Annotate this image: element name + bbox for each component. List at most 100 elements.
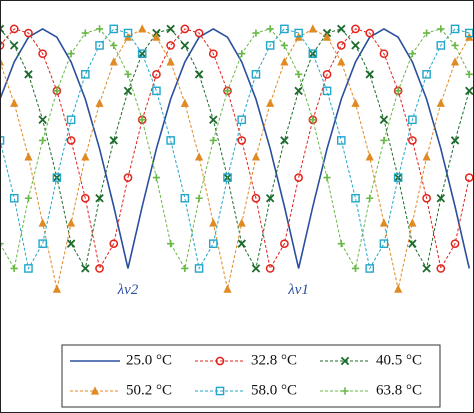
marker [380, 136, 388, 145]
marker [436, 264, 446, 273]
marker [394, 87, 402, 95]
annotation: λv1 [287, 282, 309, 298]
marker [408, 136, 417, 145]
marker [0, 240, 4, 248]
marker [181, 264, 189, 273]
marker [379, 115, 389, 125]
marker [223, 173, 232, 182]
marker [340, 356, 350, 366]
marker [90, 386, 100, 395]
marker [351, 193, 360, 203]
marker [67, 50, 75, 58]
marker [280, 24, 289, 34]
marker [237, 239, 246, 248]
marker [95, 41, 104, 50]
marker [422, 70, 431, 79]
marker [322, 69, 332, 79]
marker [408, 239, 417, 248]
marker [24, 194, 33, 202]
marker [294, 173, 303, 182]
marker [365, 70, 374, 79]
legend-label: 58.0 °C [251, 382, 297, 398]
marker [422, 264, 431, 273]
marker [95, 194, 104, 203]
marker [450, 24, 460, 34]
marker [436, 41, 446, 50]
marker [450, 239, 460, 249]
marker [336, 41, 346, 50]
marker [166, 57, 175, 66]
marker [0, 24, 5, 34]
marker [123, 86, 133, 96]
marker [309, 116, 317, 124]
marker [265, 41, 275, 50]
series-line [0, 28, 470, 290]
marker [209, 218, 218, 227]
marker [194, 152, 204, 161]
marker [66, 239, 76, 248]
marker [81, 264, 90, 273]
marker [152, 69, 161, 79]
marker [38, 239, 47, 248]
marker [450, 57, 460, 66]
marker [280, 41, 288, 50]
marker [451, 41, 459, 50]
marker [394, 284, 403, 293]
marker [80, 193, 90, 203]
marker [124, 70, 132, 78]
marker [53, 87, 61, 95]
marker [209, 115, 218, 125]
marker [52, 173, 62, 182]
series-line [0, 28, 470, 270]
marker [38, 49, 48, 59]
marker [436, 98, 445, 107]
marker [167, 240, 175, 248]
marker [423, 29, 431, 37]
marker [194, 28, 204, 38]
legend-label: 25.0 °C [126, 352, 172, 368]
legend-box [61, 344, 441, 408]
marker [208, 239, 218, 248]
marker [180, 98, 189, 107]
marker [365, 28, 375, 38]
marker [152, 86, 161, 96]
marker [294, 28, 303, 38]
marker [379, 49, 389, 59]
marker [194, 264, 204, 273]
marker [110, 41, 118, 50]
marker [266, 98, 275, 107]
marker [9, 41, 19, 50]
marker [251, 193, 261, 203]
marker [351, 24, 360, 34]
annotation: λv2 [117, 282, 139, 298]
marker [166, 136, 175, 145]
marker [237, 136, 247, 145]
marker [422, 193, 431, 203]
marker [351, 98, 360, 107]
marker [465, 86, 474, 96]
marker [308, 49, 318, 58]
marker [81, 70, 90, 79]
marker [81, 29, 89, 37]
marker [294, 86, 303, 96]
marker [308, 24, 317, 33]
marker [123, 28, 133, 38]
marker [365, 264, 375, 273]
marker [450, 136, 460, 145]
marker [137, 49, 147, 58]
marker [180, 24, 190, 34]
marker [379, 218, 389, 227]
marker [152, 32, 161, 41]
marker [295, 70, 303, 78]
marker [24, 28, 33, 38]
marker [137, 49, 147, 58]
marker [52, 284, 61, 293]
marker [152, 173, 161, 182]
marker [0, 136, 5, 145]
marker [280, 136, 289, 145]
legend-label: 63.8 °C [376, 382, 422, 398]
marker [308, 49, 318, 58]
marker [336, 136, 346, 145]
marker [24, 70, 33, 79]
